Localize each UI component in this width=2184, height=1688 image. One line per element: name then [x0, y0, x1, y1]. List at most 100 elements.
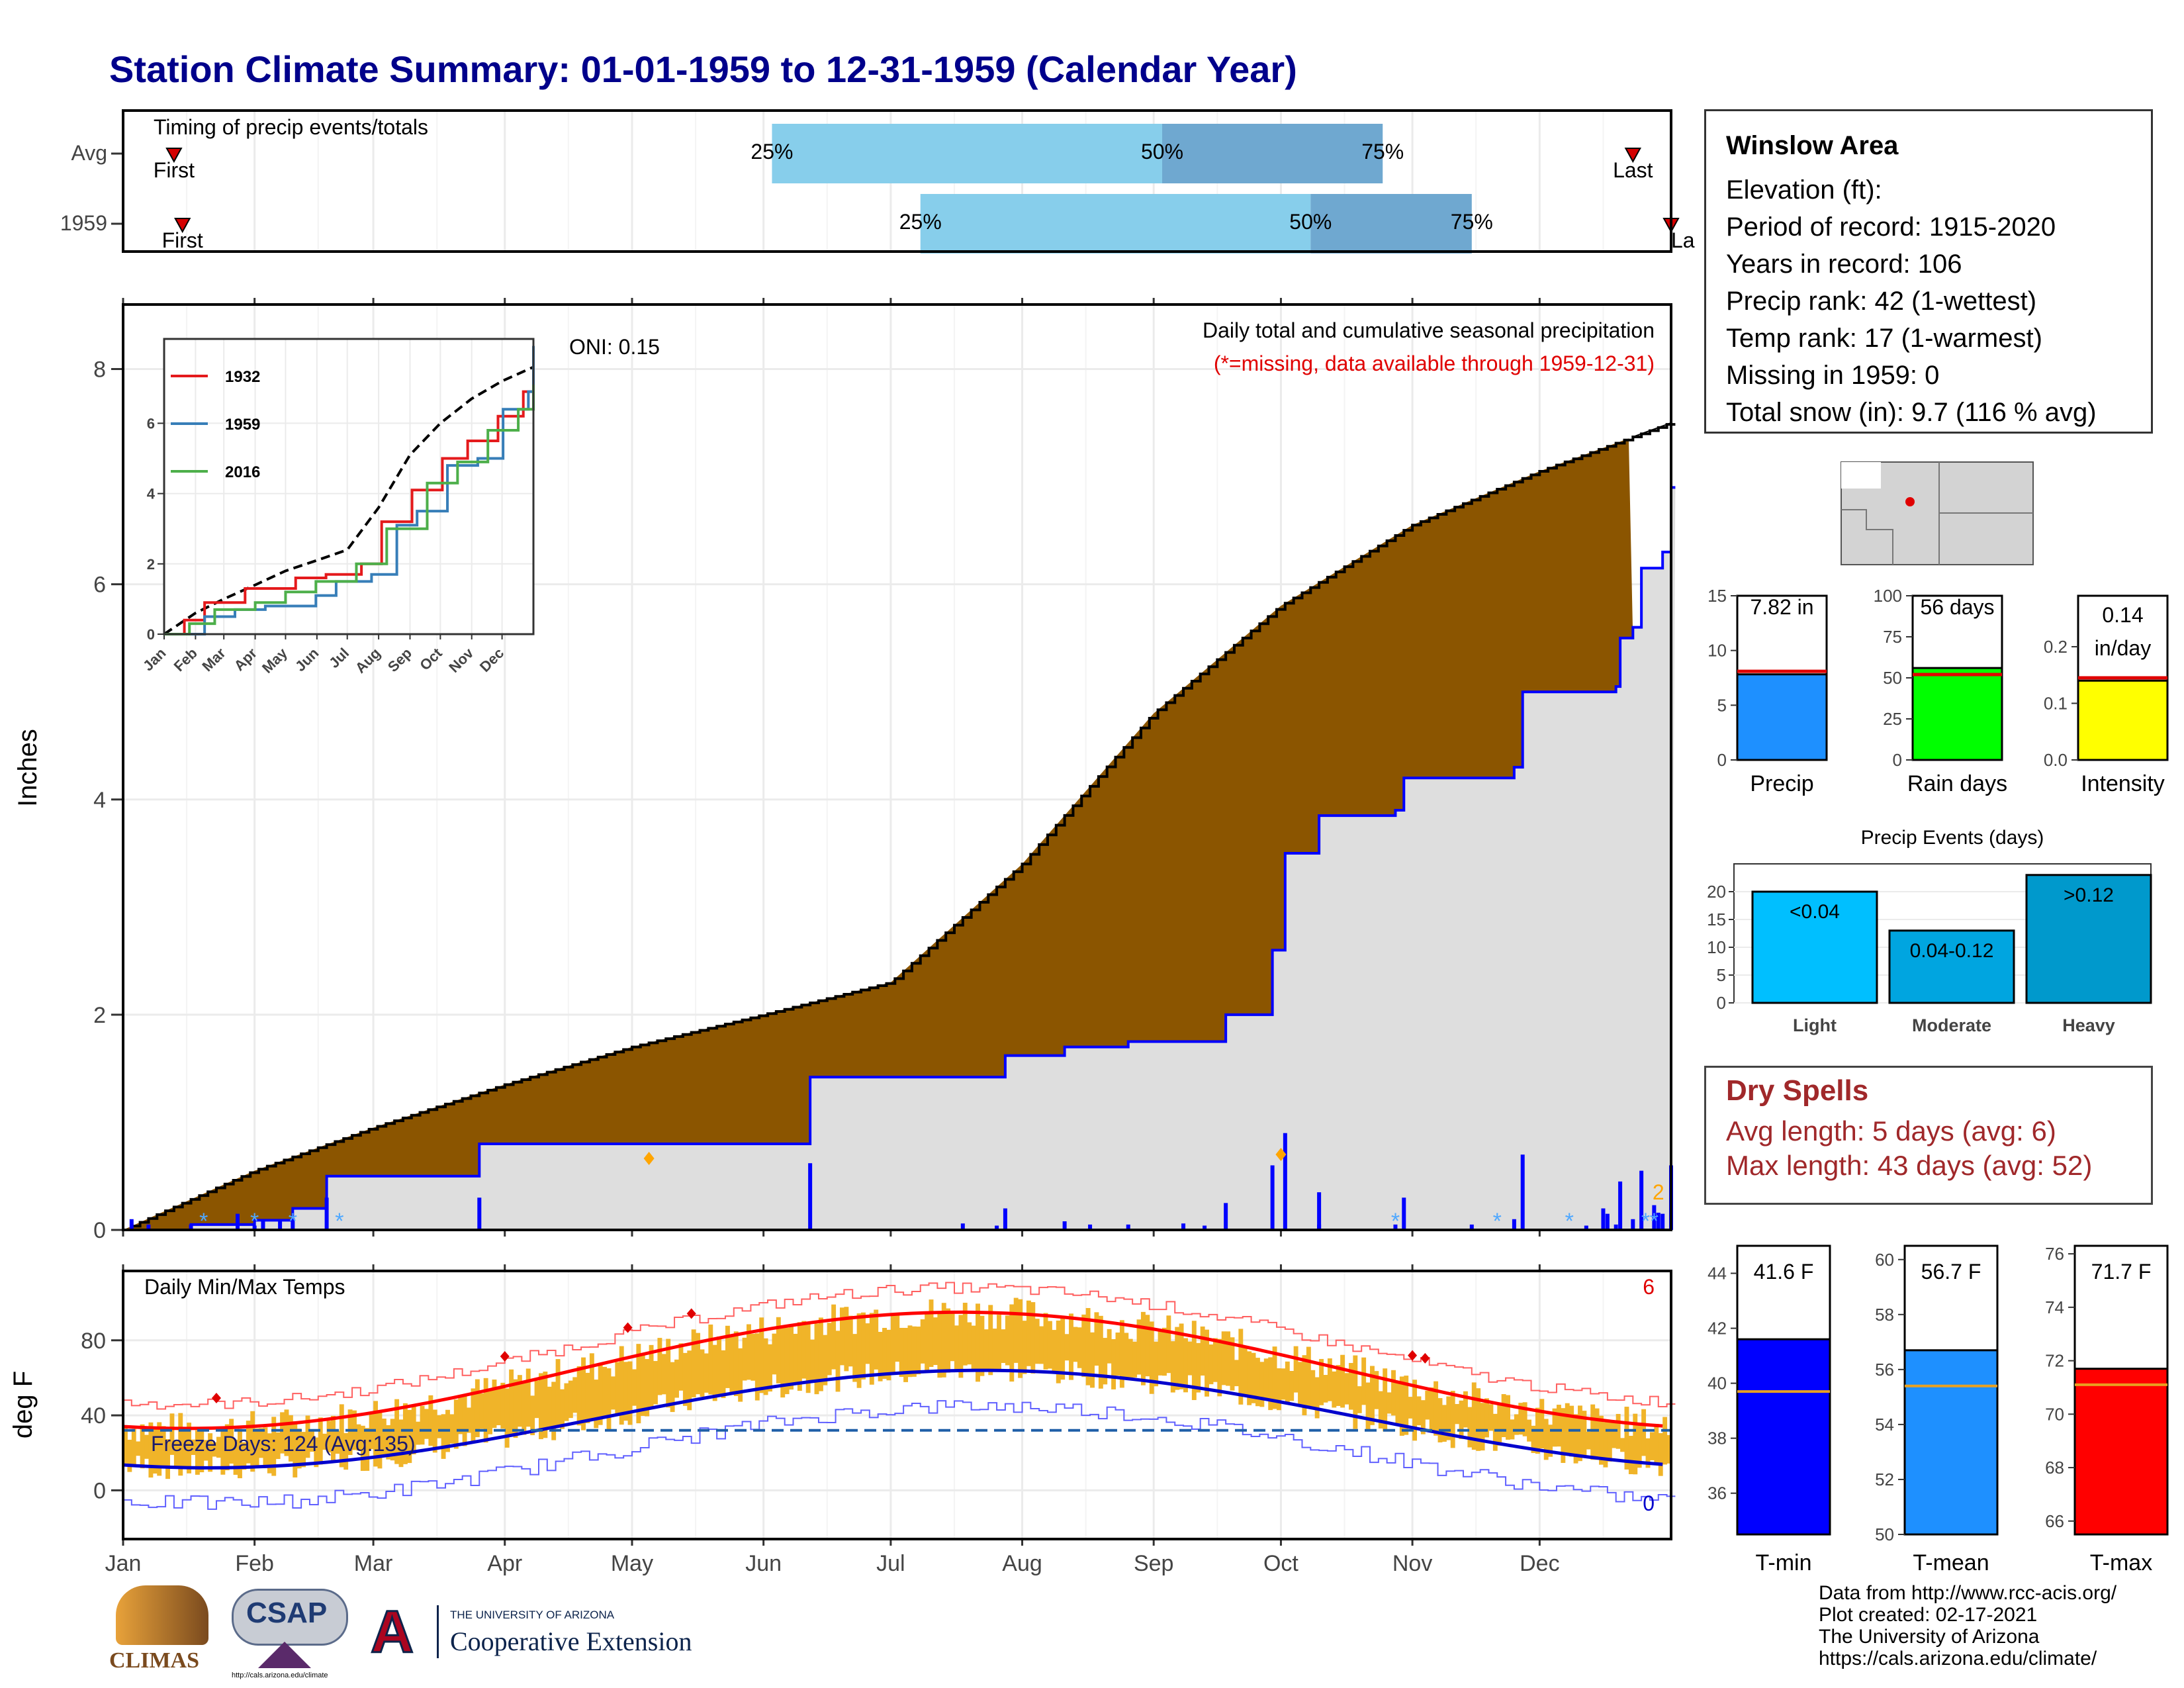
summary-bar-label: Intensity [2081, 771, 2165, 796]
daily-temp-bar [1332, 1371, 1337, 1408]
record-high-marker [211, 1392, 221, 1403]
daily-temp-bar [203, 1440, 208, 1461]
summary-bar-ytick-label: 100 [1874, 586, 1902, 606]
daily-temp-bar [555, 1359, 561, 1427]
daily-temp-bar [1370, 1366, 1375, 1425]
daily-temp-bar [856, 1313, 862, 1388]
daily-precip-bar [1088, 1224, 1093, 1230]
daily-temp-bar [1094, 1312, 1099, 1366]
daily-temp-bar [479, 1393, 484, 1429]
daily-temp-bar [509, 1369, 514, 1434]
first-marker-icon [165, 148, 183, 164]
daily-temp-bar [208, 1433, 213, 1472]
record-precip-marker [643, 1152, 655, 1165]
daily-temp-bar [381, 1419, 387, 1457]
summary-bar-ytick-label: 50 [1883, 668, 1902, 688]
daily-temp-bar [1009, 1304, 1015, 1382]
daily-temp-bar [267, 1433, 272, 1474]
daily-temp-bar [471, 1388, 476, 1443]
daily-temp-bar [1506, 1395, 1510, 1440]
precip-cumulative-line [123, 486, 1676, 1231]
normal-high-line [122, 1310, 1663, 1430]
daily-precip-bar [278, 1221, 283, 1230]
temp-bar-ytick-label: 50 [1875, 1524, 1894, 1544]
first-label: First [162, 228, 203, 252]
daily-temp-bar [1459, 1400, 1464, 1439]
temp-bar-ytick-label: 56 [1875, 1360, 1894, 1380]
temp-bar-ytick-label: 70 [2045, 1404, 2064, 1424]
temp-ytick-label: 0 [93, 1478, 106, 1503]
summary-bar-ytick-label: 0 [1893, 750, 1902, 770]
daily-temp-bar [432, 1409, 437, 1453]
daily-precip-bar [252, 1225, 257, 1230]
precip-ytick-label: 6 [93, 573, 106, 598]
daily-temp-bar [1103, 1338, 1108, 1385]
ua-divider [437, 1605, 439, 1658]
daily-temp-bar [1090, 1332, 1095, 1388]
csap-logo: CSAP http://cals.arizona.edu/climate [232, 1589, 348, 1681]
daily-precip-bar [1656, 1212, 1661, 1230]
record-high-marker [1420, 1352, 1430, 1364]
daily-precip-bar [129, 1219, 134, 1230]
daily-temp-bar [1327, 1358, 1332, 1401]
daily-temp-bar [1281, 1368, 1286, 1400]
inset-ytick-label: 2 [147, 556, 155, 573]
daily-temp-bar [1365, 1382, 1371, 1430]
daily-temp-bar [1624, 1407, 1629, 1470]
daily-temp-bar [246, 1421, 251, 1464]
precip-panel-border [122, 303, 1672, 1231]
summary-bar-ytick-label: 10 [1707, 641, 1727, 661]
daily-temp-bar [1175, 1327, 1180, 1390]
daily-temp-bar [1450, 1391, 1455, 1448]
timing-title: Timing of precip events/totals [154, 115, 428, 139]
daily-temp-bar [360, 1425, 365, 1472]
precip-deficit-area [123, 438, 1633, 1230]
daily-temp-bar [1069, 1313, 1073, 1380]
events-ytick-label: 0 [1717, 993, 1726, 1013]
daily-temp-bar [441, 1414, 446, 1459]
daily-temp-bar [1620, 1438, 1625, 1452]
daily-temp-bar [733, 1331, 739, 1396]
daily-temp-bar [1039, 1326, 1044, 1364]
daily-temp-bar [229, 1419, 234, 1464]
daily-temp-bar [453, 1399, 459, 1449]
summary-bar-ytick-label: 0.0 [2044, 750, 2068, 770]
daily-temp-bar [696, 1333, 701, 1395]
daily-temp-bar [1420, 1400, 1426, 1434]
daily-temp-bar [322, 1433, 328, 1450]
daily-temp-bar [1238, 1329, 1244, 1405]
summary-bar-label: Precip [1750, 771, 1813, 796]
daily-temp-bar [1060, 1316, 1066, 1380]
precip-ytick-label: 4 [93, 788, 106, 813]
daily-temp-bar [1404, 1376, 1409, 1435]
daily-temp-bar [682, 1352, 688, 1406]
daily-temp-bar [1429, 1387, 1434, 1431]
daily-temp-bar [983, 1329, 989, 1372]
daily-temp-bar [1662, 1417, 1668, 1465]
daily-temp-bar [627, 1361, 633, 1425]
daily-temp-bar [416, 1421, 421, 1445]
first-label: First [154, 158, 195, 182]
snow-marker-icon: * [1641, 1209, 1650, 1234]
daily-temp-bar [585, 1372, 590, 1423]
daily-temp-bar [1115, 1333, 1120, 1376]
temp-bar [1736, 1338, 1831, 1536]
temp-bar-ytick-label: 38 [1707, 1429, 1727, 1448]
daily-temp-bar [1573, 1414, 1578, 1464]
daily-temp-bar [1323, 1375, 1328, 1403]
daily-temp-bar [1119, 1320, 1124, 1388]
daily-temp-bar [1391, 1370, 1396, 1416]
station-line: Temp rank: 17 (1-warmest) [1726, 324, 2042, 353]
daily-temp-bar [500, 1382, 506, 1429]
daily-temp-bar [1043, 1313, 1048, 1370]
daily-temp-bar [848, 1315, 853, 1367]
daily-temp-bar [1612, 1422, 1617, 1448]
last-label: La [1671, 228, 1695, 252]
daily-temp-bar [1255, 1358, 1260, 1407]
daily-temp-bar [1001, 1329, 1006, 1363]
daily-temp-bar [199, 1427, 205, 1473]
daily-temp-bar [483, 1378, 488, 1443]
daily-temp-bar [789, 1326, 794, 1390]
temp-bar-label: T-max [2090, 1550, 2152, 1575]
daily-temp-bar [1289, 1371, 1295, 1401]
